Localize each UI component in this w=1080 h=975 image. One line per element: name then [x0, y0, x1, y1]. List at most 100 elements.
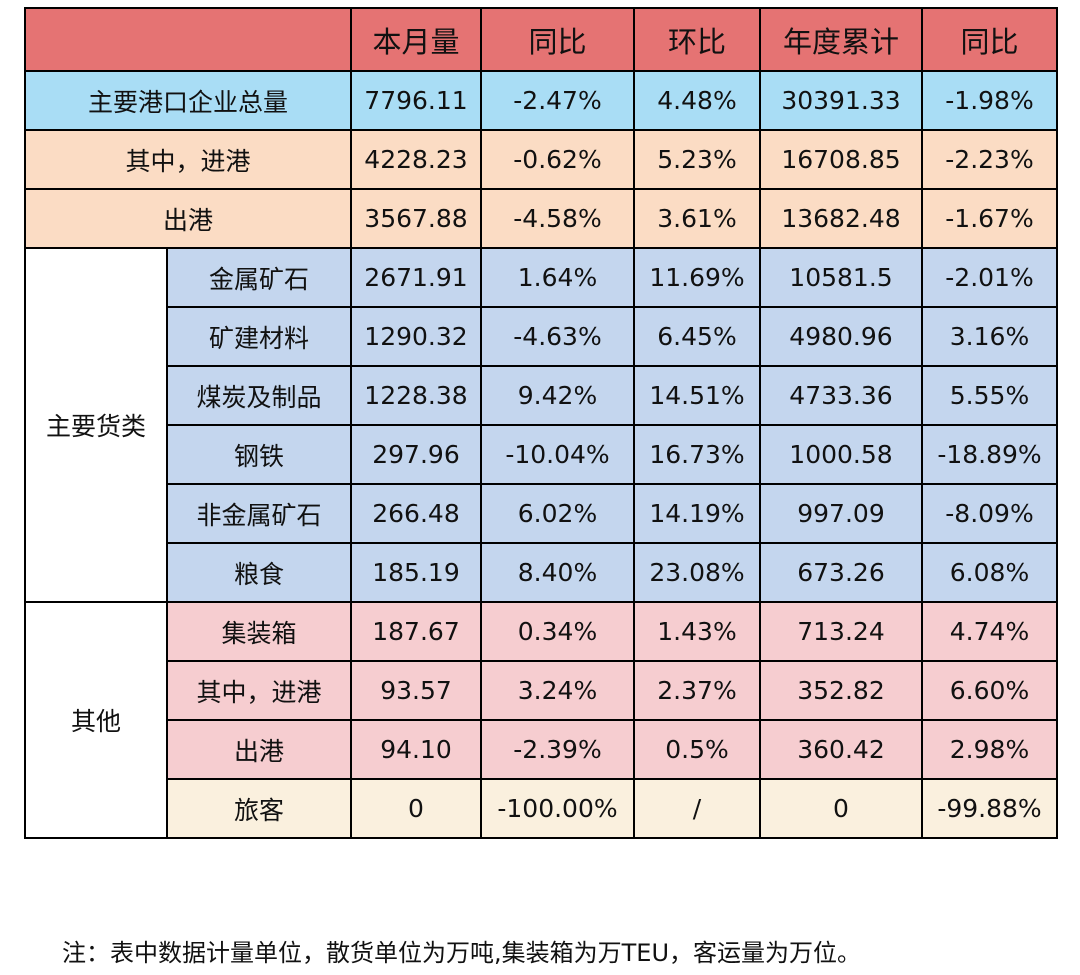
cell-yoy: -2.39% — [480, 719, 635, 780]
cell-yoy: -2.47% — [480, 70, 635, 131]
cell-ytd-yoy: -18.89% — [921, 424, 1058, 485]
table-row: 钢铁 297.96 -10.04% 16.73% 1000.58 -18.89% — [25, 424, 1058, 485]
row-label: 其中，进港 — [166, 660, 352, 721]
table-row: 其中，进港 93.57 3.24% 2.37% 352.82 6.60% — [25, 660, 1058, 721]
row-label: 旅客 — [166, 778, 352, 839]
row-label: 其中，进港 — [24, 129, 352, 190]
cell-ytd: 713.24 — [759, 601, 923, 662]
table-row: 煤炭及制品 1228.38 9.42% 14.51% 4733.36 5.55% — [25, 365, 1058, 426]
group-label-main-cargo: 主要货类 — [24, 247, 168, 603]
header-ytd: 年度累计 — [759, 7, 923, 72]
cell-ytd-yoy: 3.16% — [921, 306, 1058, 367]
cell-yoy: -0.62% — [480, 129, 635, 190]
cell-yoy: 3.24% — [480, 660, 635, 721]
header-ytd-yoy: 同比 — [921, 7, 1058, 72]
cell-monthly: 185.19 — [350, 542, 482, 603]
table-row: 其中，进港 4228.23 -0.62% 5.23% 16708.85 -2.2… — [24, 129, 1058, 190]
cell-monthly: 93.57 — [350, 660, 482, 721]
cell-monthly: 2671.91 — [350, 247, 482, 308]
cell-monthly: 0 — [350, 778, 482, 839]
cell-ytd: 0 — [759, 778, 923, 839]
header-mom: 环比 — [633, 7, 761, 72]
table-row: 主要港口企业总量 7796.11 -2.47% 4.48% 30391.33 -… — [24, 70, 1058, 131]
cell-ytd: 16708.85 — [759, 129, 923, 190]
cell-ytd: 30391.33 — [759, 70, 923, 131]
cell-mom: / — [633, 778, 761, 839]
cell-ytd: 4733.36 — [759, 365, 923, 426]
cell-yoy: -4.63% — [480, 306, 635, 367]
port-throughput-table: 本月量 同比 环比 年度累计 同比 主要港口企业总量 7796.11 -2.47… — [24, 7, 1058, 839]
cell-ytd: 13682.48 — [759, 188, 923, 249]
cell-ytd-yoy: 2.98% — [921, 719, 1058, 780]
cell-ytd: 1000.58 — [759, 424, 923, 485]
cell-mom: 2.37% — [633, 660, 761, 721]
cell-mom: 11.69% — [633, 247, 761, 308]
cell-ytd-yoy: -2.23% — [921, 129, 1058, 190]
cell-monthly: 297.96 — [350, 424, 482, 485]
cell-monthly: 187.67 — [350, 601, 482, 662]
cell-ytd-yoy: 6.60% — [921, 660, 1058, 721]
cell-yoy: 1.64% — [480, 247, 635, 308]
row-label: 矿建材料 — [166, 306, 352, 367]
cell-ytd: 360.42 — [759, 719, 923, 780]
header-yoy: 同比 — [480, 7, 635, 72]
cell-yoy: -4.58% — [480, 188, 635, 249]
header-corner — [24, 7, 352, 72]
cell-yoy: 6.02% — [480, 483, 635, 544]
cell-ytd-yoy: -1.67% — [921, 188, 1058, 249]
row-label: 钢铁 — [166, 424, 352, 485]
cell-yoy: 0.34% — [480, 601, 635, 662]
cell-mom: 4.48% — [633, 70, 761, 131]
table-row: 旅客 0 -100.00% / 0 -99.88% — [25, 778, 1058, 839]
cell-ytd-yoy: -1.98% — [921, 70, 1058, 131]
group-label-other: 其他 — [24, 601, 168, 839]
cell-yoy: -100.00% — [480, 778, 635, 839]
cell-yoy: -10.04% — [480, 424, 635, 485]
header-row: 本月量 同比 环比 年度累计 同比 — [24, 7, 1058, 72]
row-label: 主要港口企业总量 — [24, 70, 352, 131]
cell-monthly: 1290.32 — [350, 306, 482, 367]
cell-ytd: 352.82 — [759, 660, 923, 721]
cell-ytd-yoy: -2.01% — [921, 247, 1058, 308]
cell-yoy: 8.40% — [480, 542, 635, 603]
cell-monthly: 3567.88 — [350, 188, 482, 249]
row-label: 粮食 — [166, 542, 352, 603]
cell-yoy: 9.42% — [480, 365, 635, 426]
cell-ytd-yoy: 4.74% — [921, 601, 1058, 662]
table-row: 非金属矿石 266.48 6.02% 14.19% 997.09 -8.09% — [25, 483, 1058, 544]
row-label: 出港 — [166, 719, 352, 780]
cell-mom: 16.73% — [633, 424, 761, 485]
table-footnote: 注：表中数据计量单位，散货单位为万吨,集装箱为万TEU，客运量为万位。 — [62, 939, 862, 967]
cell-monthly: 1228.38 — [350, 365, 482, 426]
table-row: 出港 94.10 -2.39% 0.5% 360.42 2.98% — [25, 719, 1058, 780]
cell-monthly: 7796.11 — [350, 70, 482, 131]
cell-monthly: 266.48 — [350, 483, 482, 544]
cell-ytd-yoy: -8.09% — [921, 483, 1058, 544]
cell-mom: 23.08% — [633, 542, 761, 603]
table-row: 粮食 185.19 8.40% 23.08% 673.26 6.08% — [25, 542, 1058, 603]
cell-ytd-yoy: 6.08% — [921, 542, 1058, 603]
cell-mom: 6.45% — [633, 306, 761, 367]
row-label: 金属矿石 — [166, 247, 352, 308]
row-label: 出港 — [24, 188, 352, 249]
cell-monthly: 94.10 — [350, 719, 482, 780]
cell-ytd: 673.26 — [759, 542, 923, 603]
row-label: 煤炭及制品 — [166, 365, 352, 426]
cell-ytd-yoy: -99.88% — [921, 778, 1058, 839]
cell-mom: 0.5% — [633, 719, 761, 780]
table-row: 主要货类 金属矿石 2671.91 1.64% 11.69% 10581.5 -… — [24, 247, 1058, 603]
cell-mom: 5.23% — [633, 129, 761, 190]
cell-ytd: 4980.96 — [759, 306, 923, 367]
cell-mom: 3.61% — [633, 188, 761, 249]
row-label: 非金属矿石 — [166, 483, 352, 544]
cell-monthly: 4228.23 — [350, 129, 482, 190]
row-label: 集装箱 — [166, 601, 352, 662]
cell-mom: 14.51% — [633, 365, 761, 426]
table-row: 其他 集装箱 187.67 0.34% 1.43% 713.24 4.74% — [24, 601, 1058, 839]
cell-mom: 14.19% — [633, 483, 761, 544]
table-row: 出港 3567.88 -4.58% 3.61% 13682.48 -1.67% — [24, 188, 1058, 249]
cell-ytd: 997.09 — [759, 483, 923, 544]
header-monthly: 本月量 — [350, 7, 482, 72]
cell-mom: 1.43% — [633, 601, 761, 662]
cell-ytd-yoy: 5.55% — [921, 365, 1058, 426]
